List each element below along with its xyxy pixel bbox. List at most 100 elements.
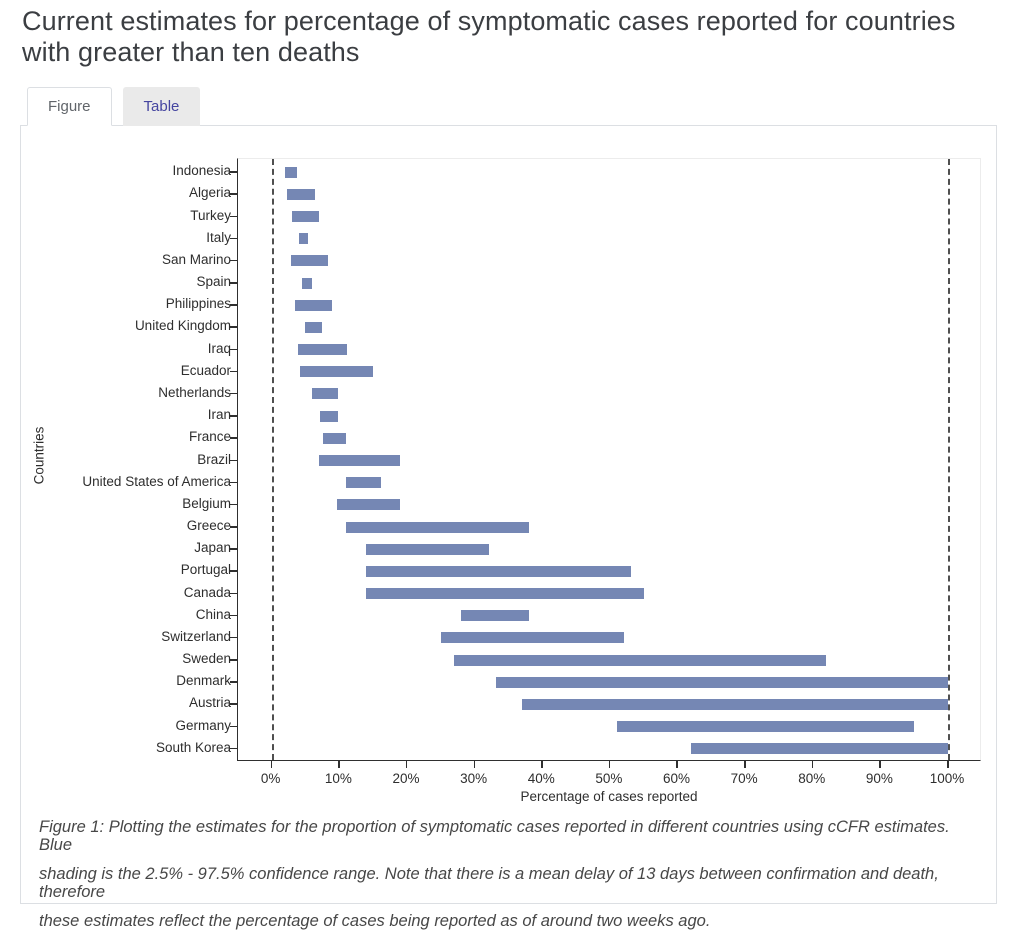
country-label: Philippines <box>165 296 231 312</box>
y-axis-tick <box>230 437 237 439</box>
reference-line-0pct <box>271 159 274 760</box>
country-label: South Korea <box>155 739 231 755</box>
x-axis-tick-label: 100% <box>929 771 965 786</box>
y-axis-tick <box>230 747 237 750</box>
x-axis-tick <box>811 761 814 768</box>
country-label: Sweden <box>182 651 231 667</box>
x-axis-tick <box>541 761 543 768</box>
y-axis-title: Countries <box>31 426 47 485</box>
x-axis-tick <box>473 761 476 768</box>
country-label: Brazil <box>197 451 231 467</box>
country-label: Indonesia <box>172 163 231 179</box>
y-axis-tick <box>230 259 237 262</box>
ci-bar-brazil <box>319 455 401 466</box>
ci-bar-philippines <box>295 299 332 311</box>
ci-bar-belgium <box>337 499 401 511</box>
ci-bar-south-korea <box>691 743 948 755</box>
y-axis-tick <box>230 725 237 728</box>
ci-bar-greece <box>346 521 529 533</box>
ci-bar-united-kingdom <box>304 321 322 333</box>
ci-bar-denmark <box>495 676 948 688</box>
x-axis-tick-label: 70% <box>730 771 758 786</box>
caption-line: these estimates reflect the percentage o… <box>39 912 711 930</box>
x-axis-tick-label: 50% <box>595 771 623 786</box>
y-axis-tick <box>230 459 237 461</box>
y-axis-tick <box>230 659 237 661</box>
country-label: Turkey <box>190 207 231 223</box>
y-axis-tick <box>230 348 237 351</box>
ci-bar-iraq <box>298 344 347 356</box>
y-axis-tick <box>230 370 237 373</box>
caption-line: Figure 1: Plotting the estimates for the… <box>39 818 950 854</box>
y-axis-tick <box>230 415 237 417</box>
x-axis-tick-label: 0% <box>260 771 281 786</box>
country-label: China <box>195 606 231 622</box>
ci-bar-ecuador <box>300 366 374 378</box>
tab-table[interactable]: Table <box>122 87 201 126</box>
caption-line: shading is the 2.5% - 97.5% confidence r… <box>39 865 939 901</box>
country-label: Switzerland <box>161 628 231 644</box>
x-axis-tick <box>270 761 273 768</box>
tab-figure[interactable]: Figure <box>27 87 112 126</box>
ci-bar-switzerland <box>440 632 625 644</box>
page-title: Current estimates for percentage of symp… <box>22 6 956 67</box>
country-label: Italy <box>206 229 231 245</box>
y-axis-tick <box>230 681 237 683</box>
ci-bar-united-states-of-america <box>346 477 381 489</box>
x-axis-tick <box>608 761 611 768</box>
y-axis-tick <box>230 614 237 617</box>
y-axis-tick <box>230 282 237 284</box>
country-label: Japan <box>194 540 231 556</box>
country-label: United Kingdom <box>134 318 231 334</box>
x-axis-tick <box>676 761 678 768</box>
x-axis-tick-label: 20% <box>392 771 420 786</box>
country-label: United States of America <box>82 473 231 489</box>
country-label: Germany <box>175 717 231 733</box>
country-label: Iran <box>207 407 231 423</box>
ci-bar-portugal <box>366 565 632 577</box>
y-axis-tick <box>230 548 237 550</box>
x-axis-tick <box>879 761 881 768</box>
x-axis-tick-label: 60% <box>662 771 690 786</box>
country-label: Greece <box>186 518 231 533</box>
plot-panel <box>237 158 981 761</box>
y-axis-tick <box>230 304 237 306</box>
country-label: Ecuador <box>180 362 231 378</box>
reference-line-100pct <box>948 159 950 760</box>
country-label: Spain <box>196 274 231 290</box>
ci-bar-italy <box>298 233 309 245</box>
ci-bar-san-marino <box>291 255 328 267</box>
ci-bar-algeria <box>286 188 315 200</box>
ci-bar-turkey <box>291 211 320 223</box>
ci-bar-france <box>323 432 347 444</box>
x-axis-tick-label: 40% <box>527 771 555 786</box>
y-axis-tick <box>230 326 237 328</box>
tab-bar: Figure Table <box>27 87 201 126</box>
x-axis-tick-label: 10% <box>324 771 352 786</box>
country-label: Canada <box>183 584 231 600</box>
ci-bar-china <box>461 610 529 622</box>
y-axis-tick <box>230 193 237 195</box>
x-axis-tick <box>744 761 746 768</box>
x-axis-tick <box>947 761 949 768</box>
country-label: San Marino <box>161 251 231 267</box>
country-label: Austria <box>188 695 231 711</box>
x-axis-title: Percentage of cases reported <box>520 789 698 804</box>
ci-bar-canada <box>366 588 645 599</box>
country-label: Iraq <box>207 340 231 356</box>
y-axis-tick <box>230 481 237 484</box>
y-axis-tick <box>230 703 237 705</box>
country-label: Portugal <box>180 562 231 578</box>
country-label: Denmark <box>176 673 231 689</box>
x-axis-tick-label: 80% <box>798 771 826 786</box>
ci-bar-sweden <box>454 654 827 666</box>
country-label: France <box>188 429 231 445</box>
y-axis-tick <box>230 503 237 506</box>
y-axis-tick <box>230 237 237 240</box>
country-label: Netherlands <box>158 384 231 400</box>
x-axis-tick-label: 30% <box>460 771 488 786</box>
ci-bar-indonesia <box>284 166 297 178</box>
ci-bar-spain <box>302 277 312 289</box>
y-axis-tick <box>230 570 237 572</box>
ci-bar-iran <box>319 410 338 422</box>
